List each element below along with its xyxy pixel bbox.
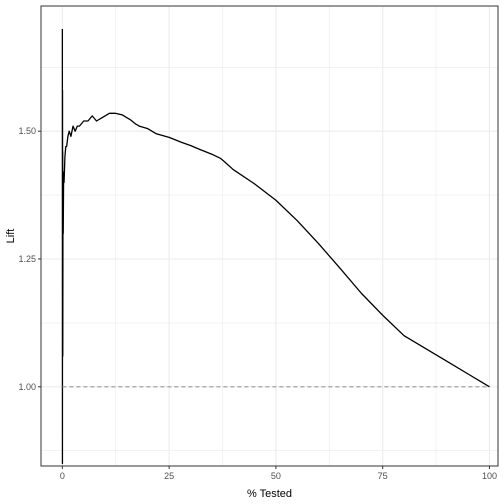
x-tick-label: 0	[60, 471, 65, 481]
x-tick-label: 50	[271, 471, 281, 481]
x-axis-title: % Tested	[247, 488, 292, 500]
x-tick-label: 75	[378, 471, 388, 481]
x-axis: 0 25 50 75 100	[60, 466, 497, 481]
y-tick-label: 1.25	[18, 254, 36, 264]
y-axis-title: Lift	[5, 229, 17, 244]
y-axis: 1.00 1.25 1.50	[18, 126, 41, 392]
y-tick-label: 1.50	[18, 126, 36, 136]
lift-curve	[61, 28, 490, 465]
y-tick-label: 1.00	[18, 382, 36, 392]
panel-border	[40, 5, 499, 467]
series-layer	[61, 28, 490, 465]
x-tick-label: 100	[482, 471, 497, 481]
x-tick-label: 25	[164, 471, 174, 481]
